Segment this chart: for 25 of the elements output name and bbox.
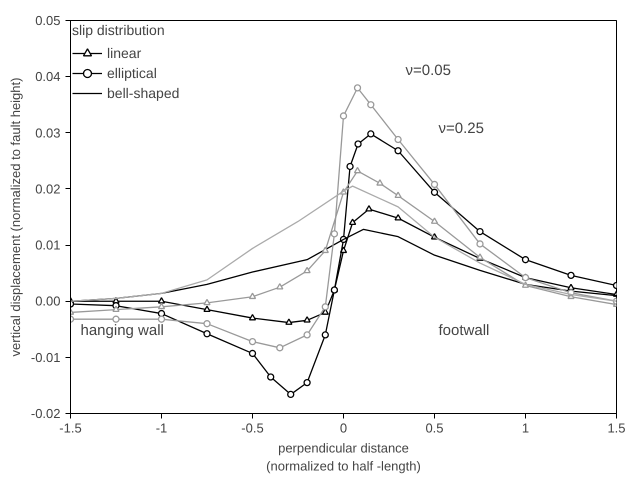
legend-label: linear <box>107 45 142 61</box>
x-tick-label: 1 <box>522 420 530 436</box>
y-tick-label: 0.00 <box>35 294 61 309</box>
x-tick-label: 0.5 <box>425 420 444 436</box>
x-tick-label: 0 <box>340 420 348 436</box>
y-tick-label: -0.01 <box>30 350 61 365</box>
annotation: hanging wall <box>80 322 164 339</box>
x-axis-title: perpendicular distance (normalized to half -length) <box>266 440 421 474</box>
y-axis-title: vertical displacement (normalized to fault height) <box>8 78 23 356</box>
y-tick-label: 0.02 <box>35 181 61 196</box>
annotation: ν=0.05 <box>406 62 451 79</box>
legend-label: elliptical <box>107 65 157 81</box>
y-tick-label: 0.01 <box>35 238 61 253</box>
x-tick-label: 1.5 <box>607 420 626 436</box>
legend-label: bell-shaped <box>107 85 180 101</box>
legend-title: slip distribution <box>72 22 166 38</box>
y-tick-label: -0.02 <box>30 406 61 421</box>
x-tick-label: -0.5 <box>241 420 264 436</box>
y-tick-label: 0.03 <box>35 125 61 140</box>
annotation: ν=0.25 <box>438 120 484 137</box>
x-tick-label: -1.5 <box>59 420 82 436</box>
annotation: footwall <box>438 322 490 339</box>
x-tick-label: -1 <box>156 420 168 436</box>
y-tick-label: 0.05 <box>35 13 61 28</box>
y-tick-label: 0.04 <box>35 69 61 84</box>
